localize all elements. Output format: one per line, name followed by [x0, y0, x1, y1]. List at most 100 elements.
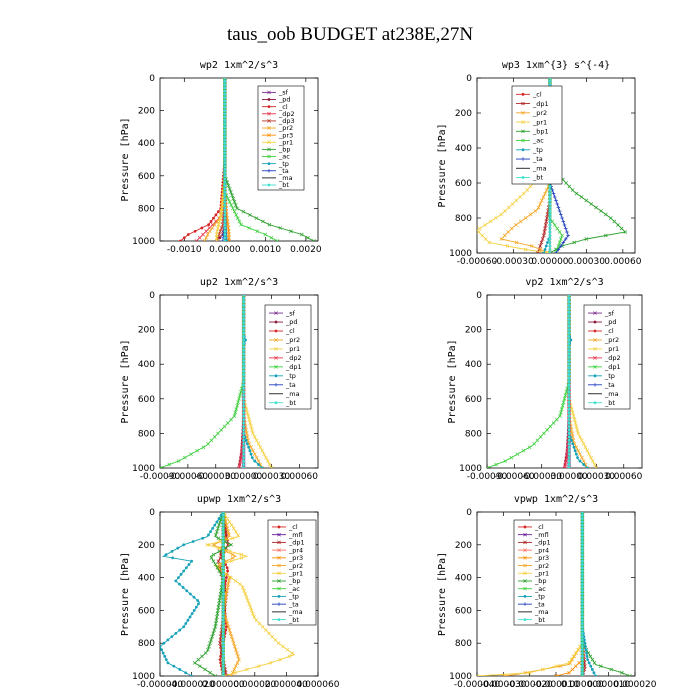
series-marker	[518, 219, 523, 224]
series-marker	[515, 452, 520, 457]
legend-box	[267, 519, 317, 626]
legend-label: _bt	[285, 399, 296, 407]
series-marker	[536, 205, 541, 210]
y-axis-label: Pressure [hPa]	[437, 123, 448, 207]
series-marker	[224, 523, 229, 527]
series-marker	[567, 314, 571, 318]
series-marker	[548, 199, 552, 202]
series-marker	[572, 240, 577, 245]
series-marker	[174, 579, 178, 583]
series-marker	[501, 674, 506, 676]
series-marker	[548, 206, 552, 209]
legend-label: _cl	[532, 91, 542, 99]
series-marker	[281, 644, 285, 649]
chart-panel: vp2 1xm^2/s^302004006008001000-0.00090-0…	[447, 277, 643, 482]
series-marker	[241, 295, 246, 297]
series-marker	[267, 631, 271, 636]
series-marker	[521, 191, 526, 196]
series-marker	[585, 448, 590, 453]
series-marker	[227, 232, 231, 237]
series-marker	[213, 624, 218, 629]
series-marker	[188, 615, 192, 619]
x-tick-label: 0.00030	[578, 472, 615, 482]
series-marker	[239, 452, 244, 457]
legend-label: _ma	[534, 608, 549, 616]
series-marker	[209, 438, 214, 443]
series-marker	[268, 661, 273, 665]
series-marker	[580, 543, 584, 547]
series-marker	[581, 441, 586, 446]
y-axis-label: Pressure [hPa]	[447, 339, 458, 423]
series-marker	[289, 229, 293, 234]
y-tick-label: 400	[455, 144, 472, 154]
legend-marker	[267, 147, 271, 152]
series-marker	[623, 230, 628, 234]
legend-marker	[267, 140, 271, 145]
series-marker	[221, 674, 226, 676]
series-marker	[216, 536, 221, 541]
series-marker	[567, 373, 571, 376]
series-marker	[223, 174, 227, 178]
legend-marker	[267, 168, 271, 173]
series-marker	[218, 519, 222, 524]
series-marker	[221, 553, 225, 557]
series-marker	[223, 109, 227, 112]
series-marker	[247, 601, 251, 606]
legend-marker	[523, 579, 527, 583]
series-marker	[218, 641, 222, 646]
series-marker	[197, 602, 200, 606]
series-marker	[233, 647, 238, 652]
series-marker	[567, 376, 571, 380]
series-line-pr1	[205, 512, 296, 676]
series-marker	[273, 638, 278, 642]
legend-marker	[523, 602, 527, 606]
series-marker	[249, 445, 253, 450]
series-marker	[556, 244, 561, 248]
series-marker	[559, 237, 563, 241]
series-marker	[208, 641, 212, 646]
series-marker	[221, 559, 225, 563]
series-marker	[580, 517, 584, 520]
series-marker	[580, 664, 584, 668]
series-marker	[224, 572, 229, 577]
legend-label: _dp2	[604, 354, 621, 362]
series-marker	[160, 645, 162, 648]
x-tick-label: -0.00060	[494, 472, 535, 482]
series-marker	[579, 195, 584, 199]
series-marker	[548, 192, 552, 195]
series-marker	[182, 236, 186, 240]
series-marker	[192, 609, 196, 612]
series-marker	[544, 219, 549, 224]
series-marker	[242, 348, 246, 352]
series-marker	[523, 247, 528, 252]
legend-label: _pr4	[288, 546, 303, 554]
legend-marker	[274, 347, 278, 351]
series-marker	[252, 452, 257, 457]
series-marker	[559, 212, 563, 217]
series-marker	[567, 342, 571, 345]
legend-label: _ta	[534, 600, 545, 608]
y-tick-label: 200	[138, 107, 155, 117]
y-tick-label: 200	[455, 109, 472, 119]
series-marker	[578, 452, 582, 457]
series-marker	[215, 565, 220, 570]
series-marker	[546, 241, 549, 244]
series-marker	[242, 369, 246, 373]
series-marker	[244, 431, 249, 436]
series-marker	[221, 612, 225, 616]
legend-marker	[267, 154, 271, 159]
series-marker	[570, 438, 573, 442]
series-marker	[178, 668, 182, 671]
legend-label: _bp	[288, 577, 301, 585]
y-tick-label: 600	[138, 395, 155, 405]
series-marker	[555, 226, 560, 231]
legend-marker	[274, 329, 278, 333]
series-marker	[238, 459, 243, 463]
series-marker	[221, 618, 225, 622]
series-marker	[580, 618, 584, 622]
series-marker	[214, 232, 219, 237]
series-marker	[244, 407, 249, 412]
series-marker	[580, 635, 584, 639]
series-marker	[539, 198, 544, 203]
series-marker	[242, 442, 246, 446]
